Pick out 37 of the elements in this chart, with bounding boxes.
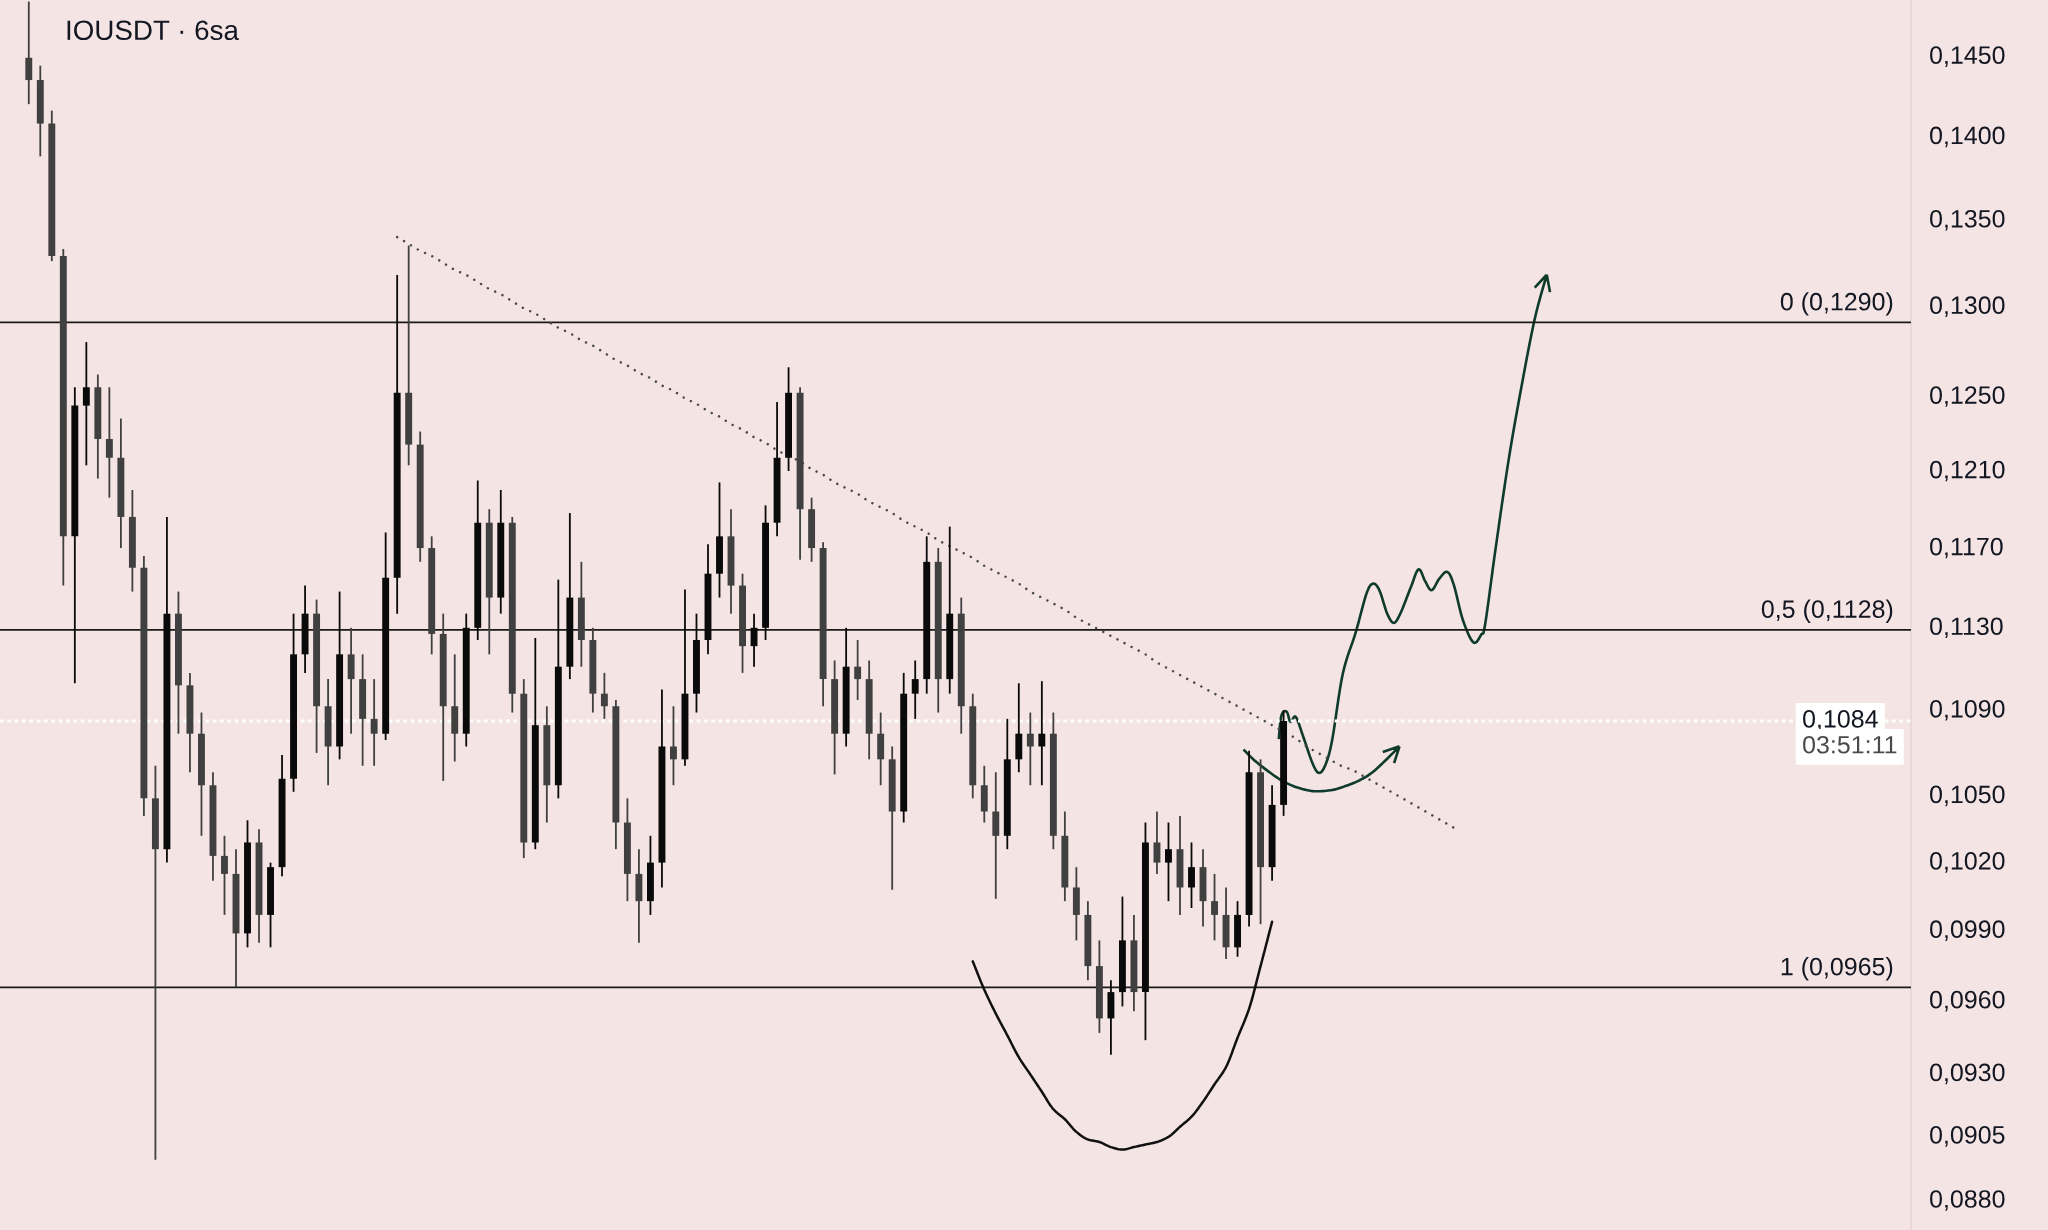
- y-tick-label: 0,1250: [1930, 386, 2005, 407]
- ref-line-label: 0 (0,1290): [1780, 292, 1893, 316]
- ref-line-label: 0,1084: [1803, 709, 1878, 731]
- candlestick: [221, 834, 228, 916]
- candlestick: [1026, 711, 1034, 787]
- candlestick: [25, 0, 33, 106]
- candlestick: [82, 341, 90, 467]
- y-tick-label: 0,0930: [1930, 1063, 2005, 1085]
- y-tick-label: 0,0960: [1930, 990, 2005, 1012]
- candlestick: [370, 678, 378, 767]
- candlestick: [1153, 810, 1161, 875]
- candlestick: [600, 671, 608, 720]
- y-tick-label: 0,1350: [1930, 209, 2005, 231]
- annotation: 03:51:11: [1803, 735, 1897, 754]
- y-tick-label: 0,1170: [1930, 537, 2003, 559]
- candlestick: [105, 386, 113, 499]
- candlestick: [911, 659, 919, 720]
- y-tick-label: 0,1130: [1930, 617, 2003, 639]
- text: IOUSDT · 6sa: [67, 20, 239, 41]
- y-tick-label: 0,1300: [1930, 296, 2005, 318]
- candlestick: [1038, 680, 1046, 787]
- y-tick-label: 0,0880: [1930, 1190, 2005, 1211]
- candlestick: [1165, 821, 1172, 903]
- ref-line-label: 0,5 (0,1128): [1761, 599, 1893, 623]
- y-tick-label: 0,1090: [1930, 699, 2005, 721]
- y-tick-label: 0,1050: [1930, 785, 2005, 807]
- y-tick-label: 0,1400: [1930, 126, 2005, 148]
- y-tick-label: 0,0990: [1930, 920, 2005, 942]
- y-tick-label: 0,0905: [1930, 1125, 2005, 1147]
- candlestick: [854, 639, 862, 701]
- candlestick: [1211, 872, 1218, 942]
- y-tick-label: 0,1020: [1930, 851, 2005, 873]
- candlestick: [670, 705, 677, 787]
- candlestick: [1188, 841, 1195, 909]
- y-tick-label: 0,1210: [1930, 460, 2005, 482]
- y-tick-label: 0,1450: [1930, 46, 2005, 67]
- ref-line-label: 1 (0,0965): [1781, 957, 1893, 981]
